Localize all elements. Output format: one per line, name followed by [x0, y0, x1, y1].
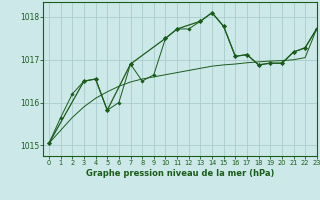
X-axis label: Graphe pression niveau de la mer (hPa): Graphe pression niveau de la mer (hPa): [86, 169, 274, 178]
